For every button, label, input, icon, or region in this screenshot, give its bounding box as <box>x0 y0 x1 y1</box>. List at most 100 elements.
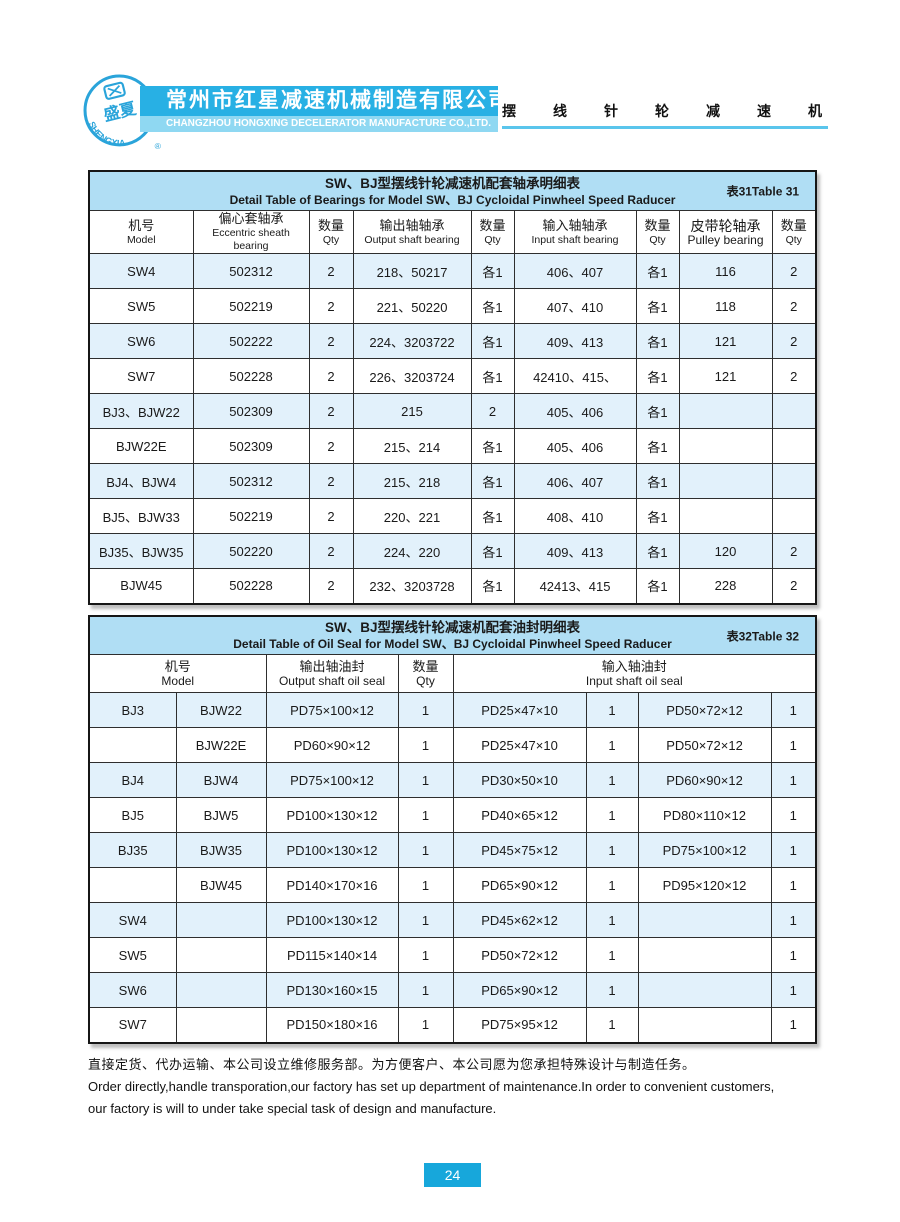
table-cell: 1 <box>770 797 817 833</box>
table-cell: 1 <box>585 692 639 728</box>
oil-seal-table: SW、BJ型摆线针轮减速机配套油封明细表 Detail Table of Oil… <box>88 615 818 1044</box>
table-cell <box>678 428 773 464</box>
table-cell: BJ3、BJW22 <box>88 393 194 429</box>
table-cell: PD100×130×12 <box>265 902 399 938</box>
oil-seal-table-title: SW、BJ型摆线针轮减速机配套油封明细表 Detail Table of Oil… <box>88 615 817 655</box>
table-cell: 502228 <box>192 358 310 394</box>
table-cell: 1 <box>585 902 639 938</box>
table-cell: 218、50217 <box>352 253 472 289</box>
table-cell: 1 <box>585 762 639 798</box>
table-cell: PD60×90×12 <box>265 727 399 763</box>
column-header-model: 机号 Model <box>88 210 194 254</box>
table-cell: 502228 <box>192 568 310 604</box>
svg-text:盛夏: 盛夏 <box>102 98 139 124</box>
footer-note-en-line1: Order directly,handle transporation,our … <box>88 1079 775 1094</box>
table-cell: 各1 <box>470 358 515 394</box>
table-cell: 各1 <box>470 463 515 499</box>
table-cell: 各1 <box>470 568 515 604</box>
table-cell: 42413、415 <box>513 568 637 604</box>
table-cell: 2 <box>771 253 817 289</box>
table-cell: SW6 <box>88 323 194 359</box>
table-cell: 232、3203728 <box>352 568 472 604</box>
table-cell: PD45×62×12 <box>452 902 587 938</box>
table-cell: 各1 <box>470 533 515 569</box>
table-cell: 2 <box>308 323 354 359</box>
table-number-tag: 表32Table 32 <box>726 629 800 643</box>
table-cell: 1 <box>770 902 817 938</box>
column-header-input-oil-seal: 输入轴油封 Input shaft oil seal <box>452 654 817 693</box>
table-title-cn: SW、BJ型摆线针轮减速机配套油封明细表 <box>325 620 581 635</box>
table-cell: PD75×100×12 <box>637 832 772 868</box>
table-row: BJ3、BJW22 502309 2 215 2 405、406 各1 <box>88 393 817 429</box>
table-cell: 406、407 <box>513 463 637 499</box>
table-cell <box>771 428 817 464</box>
table-cell: 各1 <box>635 428 680 464</box>
table-row: SW5 PD115×140×14 1 PD50×72×12 1 1 <box>88 937 817 973</box>
registered-mark: ® <box>155 141 162 151</box>
table-cell: 1 <box>770 727 817 763</box>
column-header-qty: 数量 Qty <box>308 210 354 254</box>
table-cell: 1 <box>397 797 454 833</box>
table-cell: 1 <box>397 937 454 973</box>
table-cell: 2 <box>308 288 354 324</box>
table-cell: PD65×90×12 <box>452 867 587 903</box>
table-cell: 1 <box>397 762 454 798</box>
table-cell: 1 <box>397 692 454 728</box>
table-cell: 2 <box>771 568 817 604</box>
table-cell: 220、221 <box>352 498 472 534</box>
table-row: BJ4、BJW4 502312 2 215、218 各1 406、407 各1 <box>88 463 817 499</box>
table-cell <box>175 1007 267 1043</box>
table-cell <box>88 727 177 763</box>
table-cell: BJW45 <box>175 867 267 903</box>
table-cell: PD130×160×15 <box>265 972 399 1008</box>
table-cell: 2 <box>771 288 817 324</box>
table-row: SW6 502222 2 224、3203722 各1 409、413 各1 121 2 <box>88 323 817 359</box>
table-cell: SW7 <box>88 1007 177 1043</box>
table-cell: 1 <box>397 972 454 1008</box>
table-cell: PD50×72×12 <box>637 692 772 728</box>
column-header-output-oil-seal: 输出轴油封 Output shaft oil seal <box>265 654 399 693</box>
table-cell: 1 <box>770 1007 817 1043</box>
footer-note-cn: 直接定货、代办运输、本公司设立维修服务部。为方便客户、本公司愿为您承担特殊设计与… <box>88 1057 696 1072</box>
table-cell: PD100×130×12 <box>265 797 399 833</box>
table-row: BJ5 BJW5 PD100×130×12 1 PD40×65×12 1 PD80×110×… <box>88 797 817 833</box>
table-cell: BJW22E <box>88 428 194 464</box>
table-cell: 各1 <box>470 498 515 534</box>
table-cell: BJW35 <box>175 832 267 868</box>
table-cell: 1 <box>585 797 639 833</box>
table-cell: PD40×65×12 <box>452 797 587 833</box>
table-cell: 2 <box>308 463 354 499</box>
table-cell: 221、50220 <box>352 288 472 324</box>
table-cell: 各1 <box>635 498 680 534</box>
table-cell: 502219 <box>192 498 310 534</box>
table-cell: 1 <box>585 937 639 973</box>
table-cell: SW7 <box>88 358 194 394</box>
table-number-tag: 表31Table 31 <box>726 184 800 199</box>
footer-note: 直接定货、代办运输、本公司设立维修服务部。为方便客户、本公司愿为您承担特殊设计与… <box>88 1054 828 1120</box>
table-cell: PD150×180×16 <box>265 1007 399 1043</box>
table-cell: 2 <box>308 393 354 429</box>
table-cell: 1 <box>397 832 454 868</box>
table-cell: 1 <box>585 727 639 763</box>
table-cell <box>175 902 267 938</box>
table-cell: 2 <box>308 533 354 569</box>
table-cell: 各1 <box>635 288 680 324</box>
table-cell: BJW5 <box>175 797 267 833</box>
table-cell <box>175 937 267 973</box>
table-cell: 224、220 <box>352 533 472 569</box>
table-cell: 226、3203724 <box>352 358 472 394</box>
product-line-text: 摆线针轮减速机 <box>502 103 859 119</box>
table-cell: 各1 <box>635 358 680 394</box>
table-cell: 1 <box>770 972 817 1008</box>
table-cell: PD60×90×12 <box>637 762 772 798</box>
table-cell: 1 <box>770 832 817 868</box>
product-line-title: 摆线针轮减速机 <box>502 101 828 129</box>
table-cell: PD25×47×10 <box>452 692 587 728</box>
table-cell: 1 <box>397 727 454 763</box>
table-cell: PD45×75×12 <box>452 832 587 868</box>
table-cell: 118 <box>678 288 773 324</box>
table-cell: 1 <box>585 832 639 868</box>
table-cell: 1 <box>770 867 817 903</box>
table-title-cn: SW、BJ型摆线针轮减速机配套轴承明细表 <box>325 175 581 191</box>
